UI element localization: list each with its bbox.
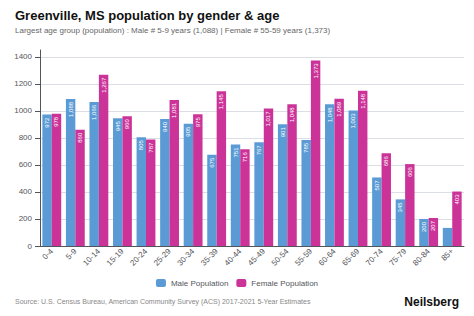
svg-text:65-69: 65-69 bbox=[340, 246, 361, 267]
svg-text:940: 940 bbox=[162, 121, 168, 132]
svg-text:400: 400 bbox=[19, 187, 33, 196]
svg-text:Neilsberg: Neilsberg bbox=[404, 295, 459, 309]
svg-text:1200: 1200 bbox=[14, 79, 32, 88]
svg-text:30-34: 30-34 bbox=[175, 246, 196, 267]
svg-text:716: 716 bbox=[242, 152, 248, 163]
svg-text:860: 860 bbox=[77, 132, 83, 143]
svg-text:767: 767 bbox=[256, 145, 262, 156]
svg-text:35-39: 35-39 bbox=[199, 246, 220, 267]
svg-text:207: 207 bbox=[430, 220, 436, 231]
svg-text:1,017: 1,017 bbox=[265, 111, 271, 127]
svg-text:1400: 1400 bbox=[14, 52, 32, 61]
svg-text:1,145: 1,145 bbox=[218, 94, 224, 110]
svg-text:960: 960 bbox=[124, 119, 130, 130]
svg-text:85+: 85+ bbox=[439, 247, 455, 263]
svg-text:1,066: 1,066 bbox=[91, 104, 97, 120]
svg-text:751: 751 bbox=[233, 147, 239, 158]
svg-text:800: 800 bbox=[19, 133, 33, 142]
svg-text:Greenville, MS population by g: Greenville, MS population by gender & ag… bbox=[15, 8, 279, 23]
svg-text:1000: 1000 bbox=[14, 106, 32, 115]
svg-text:1,081: 1,081 bbox=[171, 102, 177, 118]
svg-text:345: 345 bbox=[397, 202, 403, 213]
svg-text:1,048: 1,048 bbox=[327, 107, 333, 123]
svg-text:70-74: 70-74 bbox=[364, 246, 385, 267]
svg-text:1,089: 1,089 bbox=[336, 101, 342, 117]
svg-text:60-64: 60-64 bbox=[317, 246, 338, 267]
svg-text:Source: U.S. Census Bureau, Am: Source: U.S. Census Bureau, American Com… bbox=[15, 298, 311, 306]
svg-text:1,373: 1,373 bbox=[313, 63, 319, 79]
svg-text:15-19: 15-19 bbox=[105, 246, 126, 267]
svg-text:200: 200 bbox=[421, 221, 427, 232]
svg-text:20-24: 20-24 bbox=[128, 246, 149, 267]
svg-text:0: 0 bbox=[28, 242, 33, 251]
svg-text:901: 901 bbox=[280, 127, 286, 138]
svg-text:975: 975 bbox=[195, 117, 201, 128]
svg-text:403: 403 bbox=[454, 194, 460, 205]
svg-text:45-49: 45-49 bbox=[246, 246, 267, 267]
svg-text:905: 905 bbox=[185, 126, 191, 137]
svg-text:972: 972 bbox=[44, 117, 50, 128]
svg-text:805: 805 bbox=[138, 140, 144, 151]
svg-text:25-29: 25-29 bbox=[152, 246, 173, 267]
svg-text:80-84: 80-84 bbox=[411, 246, 432, 267]
svg-text:200: 200 bbox=[19, 214, 33, 223]
svg-text:1,148: 1,148 bbox=[360, 93, 366, 109]
svg-text:600: 600 bbox=[19, 160, 33, 169]
svg-text:55-59: 55-59 bbox=[293, 246, 314, 267]
svg-text:75-79: 75-79 bbox=[387, 246, 408, 267]
svg-text:1,267: 1,267 bbox=[101, 77, 107, 93]
svg-text:686: 686 bbox=[383, 156, 389, 167]
svg-text:978: 978 bbox=[53, 116, 59, 127]
svg-text:Largest age group (population): Largest age group (population) : Male # … bbox=[15, 26, 330, 35]
svg-text:50-54: 50-54 bbox=[270, 246, 291, 267]
svg-text:1,003: 1,003 bbox=[350, 113, 356, 129]
svg-text:10-14: 10-14 bbox=[81, 246, 102, 267]
svg-text:0-4: 0-4 bbox=[40, 246, 55, 261]
svg-text:606: 606 bbox=[407, 166, 413, 177]
svg-text:1,088: 1,088 bbox=[68, 101, 74, 117]
svg-text:785: 785 bbox=[303, 142, 309, 153]
svg-text:787: 787 bbox=[148, 142, 154, 153]
svg-text:Female Population: Female Population bbox=[251, 279, 318, 288]
svg-text:Male Population: Male Population bbox=[171, 279, 228, 288]
svg-text:1,048: 1,048 bbox=[289, 107, 295, 123]
svg-text:675: 675 bbox=[209, 157, 215, 168]
svg-text:40-44: 40-44 bbox=[223, 246, 244, 267]
svg-text:945: 945 bbox=[115, 121, 121, 132]
svg-text:5-9: 5-9 bbox=[64, 246, 79, 261]
svg-text:507: 507 bbox=[374, 180, 380, 191]
